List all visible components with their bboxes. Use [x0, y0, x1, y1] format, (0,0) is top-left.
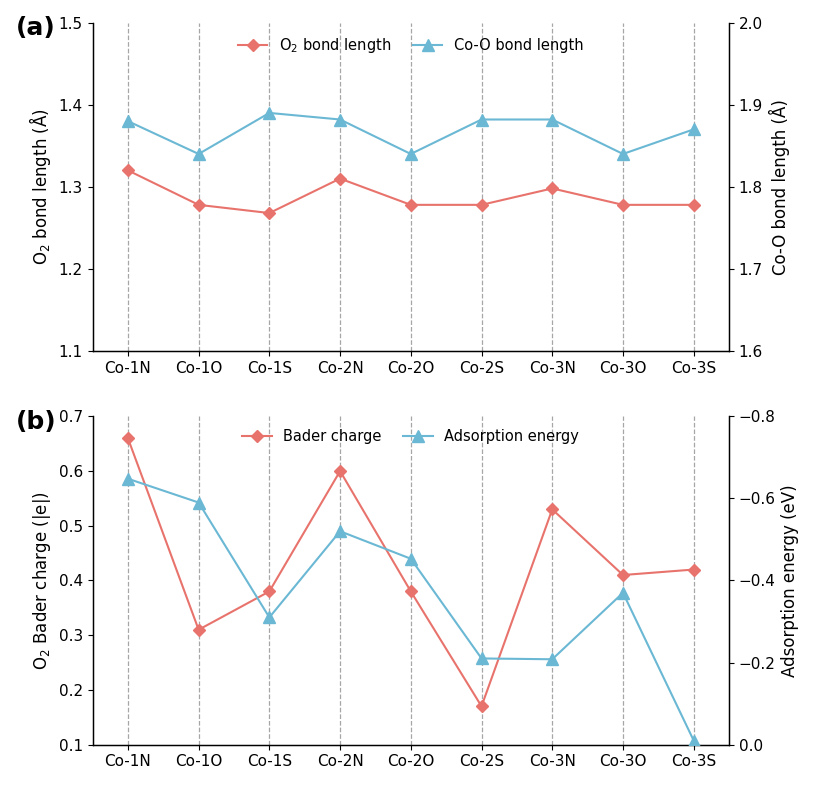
- O$_2$ bond length: [689, 200, 698, 210]
- O$_2$ bond length: [548, 184, 557, 193]
- Co-O bond length: [193, 149, 203, 159]
- Y-axis label: Adsorption energy (eV): Adsorption energy (eV): [782, 484, 800, 677]
- Adsorption energy: [193, 498, 203, 507]
- Adsorption energy: [406, 554, 415, 564]
- Adsorption energy: [123, 474, 133, 483]
- Y-axis label: O$_2$ Bader charge (|e|): O$_2$ Bader charge (|e|): [31, 491, 53, 670]
- Bader charge: [123, 434, 133, 443]
- Legend: Bader charge, Adsorption energy: Bader charge, Adsorption energy: [237, 424, 585, 450]
- O$_2$ bond length: [335, 174, 345, 183]
- Bader charge: [264, 586, 274, 596]
- Co-O bond length: [548, 115, 557, 124]
- Line: Co-O bond length: Co-O bond length: [122, 108, 699, 160]
- Text: (a): (a): [16, 16, 56, 40]
- Bader charge: [477, 702, 486, 711]
- Bader charge: [406, 586, 415, 596]
- Line: Bader charge: Bader charge: [124, 434, 698, 711]
- Bader charge: [618, 571, 628, 580]
- Adsorption energy: [548, 655, 557, 664]
- Co-O bond length: [123, 116, 133, 126]
- Bader charge: [689, 565, 698, 575]
- Co-O bond length: [477, 115, 486, 124]
- O$_2$ bond length: [264, 208, 274, 218]
- Bader charge: [548, 505, 557, 514]
- O$_2$ bond length: [406, 200, 415, 210]
- Line: Adsorption energy: Adsorption energy: [122, 473, 699, 746]
- Adsorption energy: [264, 613, 274, 623]
- Co-O bond length: [335, 115, 345, 124]
- Bader charge: [193, 625, 203, 634]
- Co-O bond length: [264, 108, 274, 118]
- Line: O$_2$ bond length: O$_2$ bond length: [124, 166, 698, 217]
- O$_2$ bond length: [618, 200, 628, 210]
- Adsorption energy: [477, 654, 486, 663]
- Co-O bond length: [689, 125, 698, 134]
- Bader charge: [335, 466, 345, 476]
- Adsorption energy: [689, 736, 698, 745]
- O$_2$ bond length: [193, 200, 203, 210]
- Adsorption energy: [618, 588, 628, 597]
- Adsorption energy: [335, 527, 345, 536]
- Legend: O$_2$ bond length, Co-O bond length: O$_2$ bond length, Co-O bond length: [233, 30, 589, 61]
- Text: (b): (b): [16, 410, 57, 434]
- O$_2$ bond length: [123, 166, 133, 175]
- Co-O bond length: [406, 149, 415, 159]
- O$_2$ bond length: [477, 200, 486, 210]
- Co-O bond length: [618, 149, 628, 159]
- Y-axis label: Co-O bond length (Å): Co-O bond length (Å): [769, 99, 790, 275]
- Y-axis label: O$_2$ bond length (Å): O$_2$ bond length (Å): [27, 108, 53, 265]
